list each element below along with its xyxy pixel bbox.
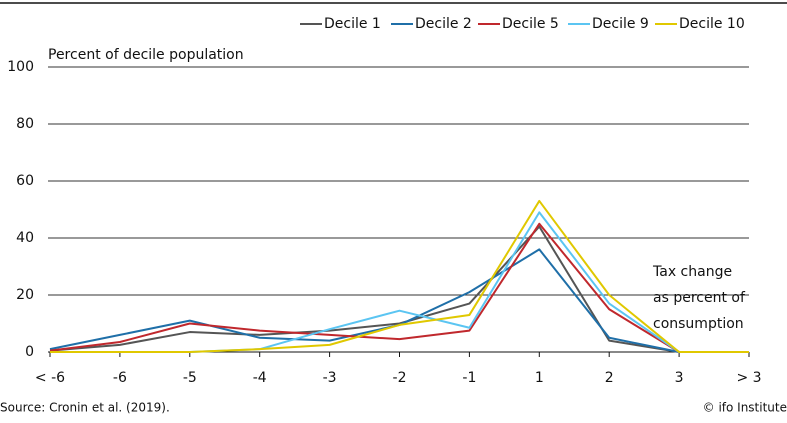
x-tick-label: 3 [675,370,684,386]
credit: © ifo Institute [703,401,787,415]
x-tick-label: -1 [462,370,476,386]
x-tick-label: -4 [253,370,267,386]
series-line [50,199,749,353]
annotation: consumption [653,316,744,332]
y-tick-label: 80 [16,116,34,132]
x-tick-label: > 3 [736,370,761,386]
x-tick-label: 1 [535,370,544,386]
legend-label: Decile 2 [415,16,472,32]
annotation: as percent of [653,290,746,306]
x-tick-label: < -6 [35,370,65,386]
y-tick-label: 20 [16,287,34,303]
source: Source: Cronin et al. (2019). [0,401,170,415]
annotation: Tax change [652,264,732,280]
x-tick-label: -3 [323,370,337,386]
legend-label: Decile 1 [324,16,381,32]
legend-label: Decile 9 [592,16,649,32]
x-tick-label: -5 [183,370,197,386]
y-tick-label: 100 [7,59,34,75]
y-tick-label: 60 [16,173,34,189]
y-tick-label: 40 [16,230,34,246]
legend-label: Decile 5 [502,16,559,32]
x-tick-label: -6 [113,370,127,386]
series-line [49,222,749,353]
y-tick-label: 0 [25,344,34,360]
x-tick-label: -2 [393,370,407,386]
y-axis-label: Percent of decile population [48,47,244,63]
x-tick-label: 2 [605,370,614,386]
series-line [49,225,749,353]
series-line [49,248,749,353]
legend-label: Decile 10 [679,16,745,32]
